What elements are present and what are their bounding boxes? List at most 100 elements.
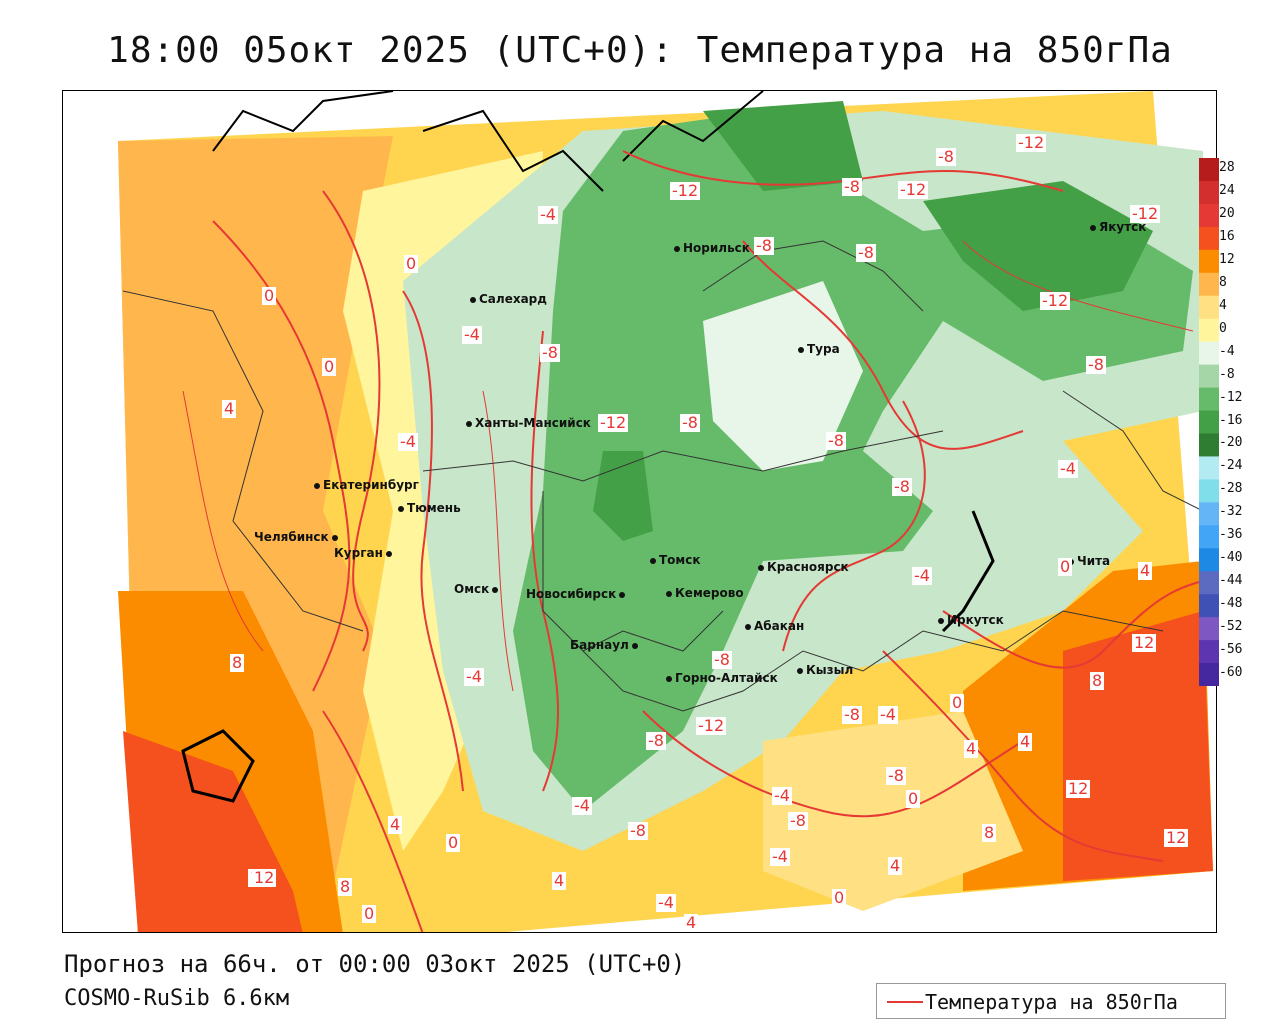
temperature-field	[63, 91, 1216, 932]
city-tomsk: Томск	[650, 553, 701, 567]
isotherm-label: 0	[1058, 557, 1073, 576]
colorbar-swatch	[1199, 525, 1219, 549]
colorbar-label: 4	[1219, 297, 1227, 313]
city-salekhard: Салехард	[470, 292, 547, 306]
isotherm-label: 4	[552, 871, 567, 890]
colorbar-swatch	[1199, 594, 1219, 618]
isotherm-label: -8	[540, 343, 560, 362]
isotherm-label: -8	[628, 821, 648, 840]
isotherm-label: 4	[1138, 561, 1153, 580]
colorbar-swatch	[1199, 456, 1219, 480]
colorbar-swatch	[1199, 180, 1219, 205]
isotherm-label: 12	[1132, 633, 1157, 652]
isotherm-label: -4	[656, 893, 676, 912]
colorbar-swatch	[1199, 479, 1219, 503]
colorbar-label: 28	[1219, 160, 1235, 175]
isotherm-label: 4	[888, 856, 903, 875]
colorbar-label: -36	[1219, 527, 1243, 543]
isotherm-label: -8	[680, 413, 700, 432]
city-tura: Тура	[798, 342, 840, 356]
city-barnaul: Барнаул	[570, 638, 641, 652]
colorbar-label: -24	[1219, 458, 1243, 474]
colorbar-label: -40	[1219, 550, 1243, 566]
isotherm-label: 0	[322, 357, 337, 376]
isotherm-label: -8	[842, 177, 862, 196]
colorbar-label: 24	[1219, 182, 1235, 198]
colorbar-swatch	[1199, 272, 1219, 297]
isotherm-label: 4	[964, 739, 979, 758]
colorbar-label: -52	[1219, 619, 1243, 635]
isotherm-label: -8	[892, 477, 912, 496]
isotherm-label: -4	[1058, 459, 1078, 478]
isotherm-label: -8	[1086, 355, 1106, 374]
isotherm-label: 4	[1018, 732, 1033, 751]
colorbar-label: -56	[1219, 642, 1243, 658]
isotherm-label: -12	[670, 181, 701, 200]
isotherm-label: -8	[856, 243, 876, 262]
colorbar-label: -32	[1219, 504, 1243, 520]
colorbar	[1199, 158, 1219, 686]
isotherm-label: 0	[832, 888, 847, 907]
isotherm-label: -4	[464, 667, 484, 686]
city-chelyabinsk: Челябинск	[254, 530, 341, 544]
isotherm-label: 4	[388, 815, 403, 834]
city-yekaterinburg: Екатеринбург	[314, 478, 419, 492]
forecast-info: Прогноз на 66ч. от 00:00 03окт 2025 (UTC…	[64, 950, 686, 978]
isotherm-label: -4	[770, 847, 790, 866]
isotherm-label: 0	[446, 833, 461, 852]
isotherm-label: -8	[754, 236, 774, 255]
colorbar-label: -44	[1219, 573, 1243, 589]
colorbar-swatch	[1199, 318, 1219, 343]
isotherm-label: -12	[696, 716, 727, 735]
city-novosibirsk: Новосибирск	[526, 587, 628, 601]
colorbar-swatch	[1199, 203, 1219, 228]
city-krasnoyarsk: Красноярск	[758, 560, 849, 574]
city-khanty-mansiysk: Ханты-Мансийск	[466, 416, 591, 430]
colorbar-swatch	[1199, 295, 1219, 320]
isotherm-label: 0	[950, 693, 965, 712]
isotherm-label: -4	[912, 566, 932, 585]
isotherm-label: -8	[936, 147, 956, 166]
map-title: 18:00 05окт 2025 (UTC+0): Температура на…	[107, 30, 1173, 71]
isotherm-label: -12	[1016, 133, 1047, 152]
colorbar-swatch	[1199, 341, 1219, 366]
city-tyumen: Тюмень	[398, 501, 461, 515]
city-norilsk: Норильск	[674, 241, 750, 255]
colorbar-swatch	[1199, 410, 1219, 434]
colorbar-swatch	[1199, 226, 1219, 251]
isotherm-label: 4	[222, 399, 237, 418]
isotherm-label: -8	[646, 731, 666, 750]
colorbar-label: -48	[1219, 596, 1243, 612]
city-omsk: Омск	[454, 582, 501, 596]
isotherm-label: 4	[684, 913, 699, 932]
colorbar-label: 12	[1219, 251, 1235, 267]
isotherm-label: -8	[842, 705, 862, 724]
legend-line-swatch	[887, 1001, 923, 1003]
isotherm-label: 0	[262, 286, 277, 305]
isotherm-label: 12	[1066, 779, 1091, 798]
isotherm-label: -12	[898, 180, 929, 199]
isotherm-label: -12	[1130, 204, 1161, 223]
legend-label: Температура на 850гПа	[925, 990, 1178, 1014]
colorbar-swatch	[1199, 158, 1219, 182]
legend: Температура на 850гПа	[876, 983, 1226, 1019]
colorbar-swatch	[1199, 571, 1219, 595]
city-kurgan: Курган	[334, 546, 395, 560]
isotherm-label: -12	[598, 413, 629, 432]
isotherm-label: 8	[982, 823, 997, 842]
city-gorno-altaysk: Горно-Алтайск	[666, 671, 778, 685]
isotherm-label: -8	[788, 811, 808, 830]
colorbar-swatch	[1199, 617, 1219, 641]
colorbar-swatch	[1199, 249, 1219, 274]
colorbar-swatch	[1199, 548, 1219, 572]
city-chita: Чита	[1068, 554, 1110, 568]
colorbar-label: 20	[1219, 205, 1235, 221]
isotherm-label: -8	[712, 650, 732, 669]
colorbar-swatch	[1199, 387, 1219, 412]
isotherm-label: -4	[878, 705, 898, 724]
isotherm-label: 0	[906, 789, 921, 808]
colorbar-label: 16	[1219, 228, 1235, 244]
isotherm-label: -12	[1040, 291, 1071, 310]
isotherm-label: 8	[230, 653, 245, 672]
colorbar-swatch	[1199, 502, 1219, 526]
